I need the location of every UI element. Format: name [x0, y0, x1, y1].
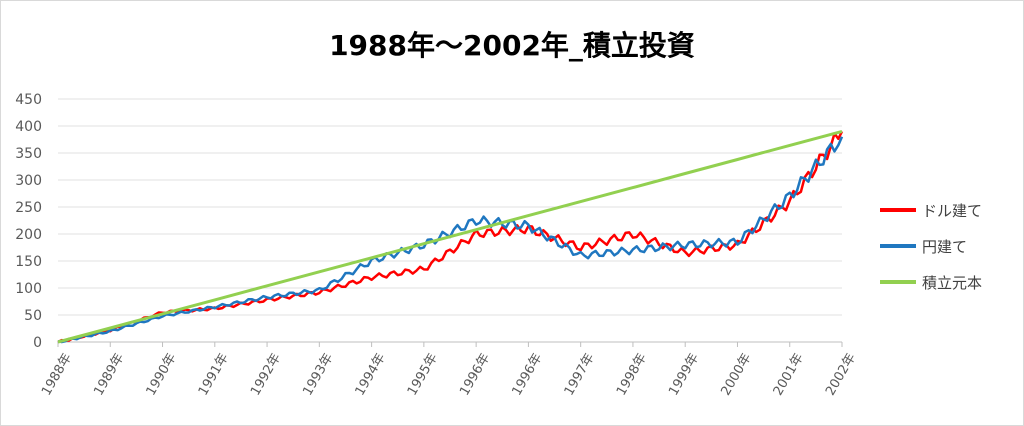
legend-swatch	[880, 208, 916, 212]
legend-item: 積立元本	[880, 272, 1020, 292]
x-tick-label: 1996年	[509, 351, 545, 398]
y-tick-label: 200	[15, 227, 42, 243]
series-line	[57, 129, 843, 344]
legend-item: 円建て	[880, 236, 1020, 256]
chart-title: 1988年～2002年_積立投資	[329, 29, 695, 62]
legend-swatch	[880, 244, 916, 248]
legend-item: ドル建て	[880, 200, 1020, 220]
x-tick-label: 1997年	[562, 351, 598, 398]
y-tick-label: 0	[33, 335, 42, 351]
y-tick-label: 350	[15, 146, 42, 162]
x-tick-label: 2000年	[719, 351, 755, 398]
y-tick-label: 300	[15, 173, 42, 189]
x-tick-label: 1989年	[91, 351, 127, 398]
legend-swatch	[880, 280, 916, 284]
x-tick-label: 1993年	[300, 351, 336, 398]
y-tick-label: 400	[15, 119, 42, 135]
x-tick-label: 1988年	[39, 351, 75, 398]
legend-label: ドル建て	[922, 201, 983, 220]
x-tick-label: 2001年	[771, 351, 807, 398]
legend-label: 積立元本	[922, 273, 983, 292]
x-tick-label: 1990年	[144, 351, 180, 398]
x-tick-label: 1992年	[248, 351, 284, 398]
x-tick-label: 1991年	[196, 351, 232, 398]
y-tick-label: 450	[15, 92, 42, 108]
x-tick-label: 1999年	[666, 351, 702, 398]
x-tick-label: 2002年	[823, 351, 859, 398]
y-tick-label: 250	[15, 200, 42, 216]
y-tick-label: 150	[15, 254, 42, 270]
x-tick-label: 1996年	[457, 351, 493, 398]
x-tick-label: 1998年	[614, 351, 650, 398]
x-tick-label: 1995年	[405, 351, 441, 398]
x-tick-label: 1994年	[353, 351, 389, 398]
legend: ドル建て 円建て 積立元本	[880, 200, 1020, 308]
legend-label: 円建て	[922, 237, 968, 256]
y-tick-label: 100	[15, 281, 42, 297]
y-tick-label: 50	[24, 308, 42, 324]
